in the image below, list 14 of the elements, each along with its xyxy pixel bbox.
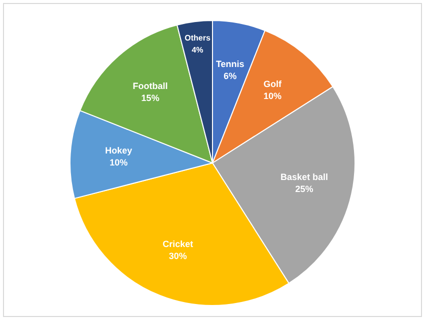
slice-label: Football	[132, 80, 168, 91]
data-label: 10%	[263, 91, 282, 102]
slice-label: Golf	[263, 79, 282, 90]
data-label: 6%	[224, 71, 237, 82]
slice-label: Tennis	[216, 59, 244, 70]
data-label: 30%	[168, 250, 187, 261]
data-label: 10%	[110, 158, 128, 168]
slice-label: Cricket	[162, 238, 194, 249]
slice-label: Others	[184, 33, 211, 42]
data-label: 25%	[295, 184, 314, 194]
slice-label: Hokey	[105, 146, 132, 156]
data-label: 15%	[141, 92, 160, 103]
data-label: 4%	[192, 45, 204, 54]
slice-label: Basket ball	[280, 172, 328, 182]
